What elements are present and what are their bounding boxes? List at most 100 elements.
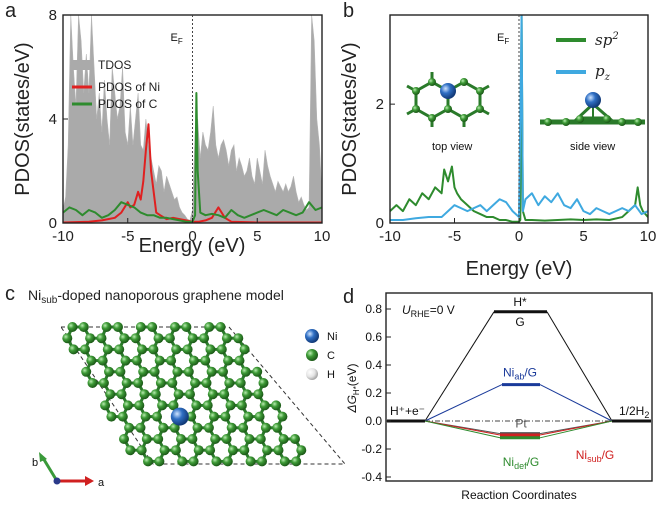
inset-side-view (540, 92, 645, 126)
legend-c: C (327, 350, 335, 362)
carbon-atom (185, 389, 195, 400)
carbon-atom (226, 422, 237, 433)
y-tick-label: 0 (376, 215, 384, 232)
legend-pz: pz (595, 62, 611, 83)
y-tick-label: -0.4 (361, 470, 382, 484)
carbon-atom (216, 344, 227, 355)
carbon-atom (104, 366, 114, 377)
x-tick-label: 5 (253, 228, 261, 245)
carbon-atom (221, 333, 232, 344)
carbon-atom (209, 411, 219, 422)
carbon-atom (133, 378, 144, 388)
carbon-atom (202, 400, 213, 411)
connector-ni-def-g-right (539, 420, 613, 439)
graphene-lattice (62, 322, 307, 467)
carbon-atom (173, 389, 184, 400)
carbon-atom (138, 366, 149, 377)
carbon-atom (223, 355, 234, 366)
label-ni-sub: Nisub/G (576, 448, 615, 464)
carbon-atom (154, 355, 165, 366)
legend-swatch-tdos (72, 60, 92, 70)
y-tick-label: 2 (376, 96, 384, 113)
carbon-atom (150, 389, 161, 400)
panel-d-ylabel: ΔGH*(eV) (345, 364, 361, 414)
carbon-atom (188, 456, 199, 467)
x-tick-label: -10 (379, 228, 401, 245)
carbon-atom (296, 445, 307, 456)
carbon-atom (81, 366, 92, 377)
connector-ni-def-g-left (424, 420, 501, 439)
carbon-atom (188, 355, 199, 366)
carbon-atom (562, 118, 570, 126)
carbon-atom (166, 355, 177, 366)
carbon-atom (155, 378, 166, 388)
carbon-atom (87, 378, 98, 388)
carbon-atom (242, 389, 252, 400)
panel-b-ticks: -10 -5 0 5 10 0 2 (376, 96, 657, 245)
carbon-atom (136, 445, 147, 456)
carbon-atom (121, 378, 132, 388)
carbon-atom (211, 456, 222, 467)
carbon-atom (262, 445, 273, 456)
panel-b-plot-area (390, 15, 648, 223)
carbon-atom (279, 456, 290, 467)
carbon-atom (476, 105, 484, 113)
carbon-atom (224, 378, 235, 388)
legend-ni-atom (305, 329, 319, 343)
carbon-atom (207, 389, 218, 400)
carbon-atom (234, 355, 245, 366)
carbon-atom (227, 445, 238, 456)
carbon-atom (186, 411, 197, 422)
carbon-atom (255, 434, 266, 444)
origin-dot (53, 477, 61, 485)
panel-d-ticks: -0.4 -0.2 0.0 0.2 0.4 0.6 0.8 (361, 302, 391, 484)
panel-a-ylabel: PDOS(states/eV) (12, 42, 34, 195)
carbon-atom (181, 322, 192, 332)
panel-a-ticks: -10 -5 0 5 10 0 4 8 (49, 7, 331, 245)
carbon-atom (78, 322, 89, 332)
carbon-atom (235, 378, 246, 388)
carbon-atom (291, 456, 302, 467)
carbon-atom (257, 456, 267, 467)
carbon-atom (239, 445, 250, 456)
inset-top-view (406, 72, 490, 127)
carbon-atom (102, 344, 113, 355)
series-tdos (63, 15, 322, 223)
carbon-atom (105, 389, 116, 400)
series-pdos-of-c (63, 92, 322, 223)
carbon-atom (177, 456, 188, 467)
series-sp2 (390, 15, 648, 223)
carbon-atom (634, 118, 642, 126)
carbon-atom (428, 78, 436, 86)
label-ni-def: Nidef/G (503, 455, 540, 471)
inset-top-view-label: top view (432, 141, 472, 153)
y-tick-label: 0 (49, 215, 57, 232)
connector-ni-ab-g-right (539, 384, 613, 422)
carbon-atom (183, 366, 194, 377)
carbon-atom (253, 389, 264, 400)
carbon-atom (460, 78, 468, 86)
carbon-atom (153, 434, 164, 444)
b-axis-arrow (41, 457, 59, 482)
carbon-atom (172, 366, 183, 377)
carbon-atom (187, 434, 198, 444)
legend-tdos: TDOS (98, 58, 131, 72)
carbon-atom (148, 344, 159, 355)
carbon-atom (603, 115, 611, 123)
carbon-atom (147, 322, 158, 332)
carbon-atom (206, 366, 217, 377)
carbon-atom (259, 400, 270, 411)
carbon-atom (139, 389, 150, 400)
carbon-atom (272, 422, 283, 433)
x-tick-label: 5 (579, 228, 587, 245)
top-view-atoms (412, 78, 484, 122)
series-pz (390, 15, 648, 222)
carbon-atom (98, 378, 109, 388)
carbon-atom (476, 87, 484, 95)
panel-b-letter: b (343, 0, 354, 22)
carbon-atom (203, 422, 214, 433)
carbon-atom (260, 422, 271, 433)
carbon-atom (204, 322, 215, 332)
panel-d: d H* G Niab/G Pt Nisub/G Nidef/G -0.4 -0.2 0.0 0… (343, 286, 653, 502)
carbon-atom (170, 322, 180, 332)
